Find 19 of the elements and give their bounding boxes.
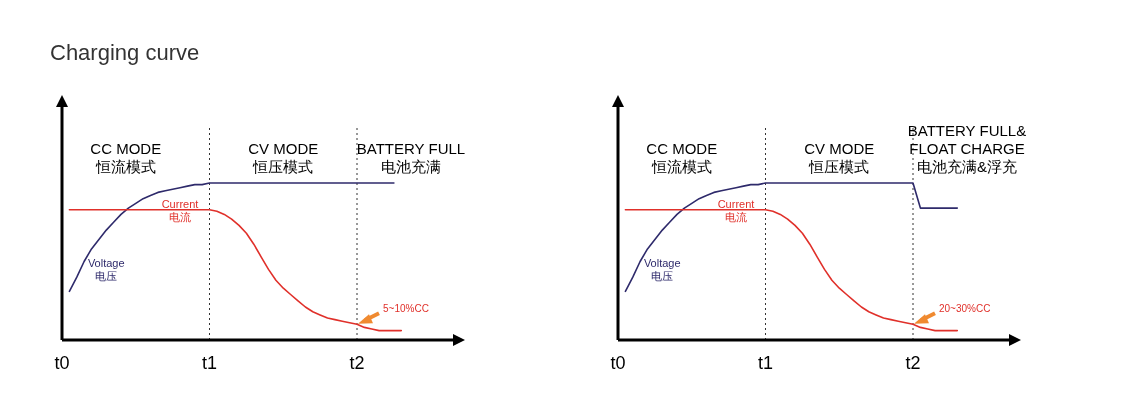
series-label: Voltage 电压 (87, 257, 125, 283)
text: CC MODE 恒流模式 (90, 140, 162, 175)
x-tick-label: t1 (201, 353, 218, 373)
series-label: Current 电流 (161, 197, 199, 223)
series-label: Voltage 电压 (643, 257, 681, 283)
x-tick-label: t2 (905, 353, 921, 373)
text: BATTERY FULL 电池充满 (356, 140, 466, 175)
x-tick-label: t1 (757, 353, 774, 373)
chart-title: Charging curve (50, 40, 200, 65)
annotation: 5~10%CC (383, 303, 429, 315)
text: CV MODE 恒压模式 (804, 140, 875, 175)
x-tick-label: t2 (349, 353, 365, 373)
text: CV MODE 恒压模式 (248, 140, 319, 175)
annotation: 20~30%CC (939, 303, 991, 315)
text: CC MODE 恒流模式 (646, 140, 718, 175)
x-tick-label: t0 (54, 353, 70, 373)
text: BATTERY FULL& FLOAT CHARGE 电池充满&浮充 (907, 122, 1027, 175)
series-label: Current 电流 (717, 197, 755, 223)
x-tick-label: t0 (610, 353, 626, 373)
